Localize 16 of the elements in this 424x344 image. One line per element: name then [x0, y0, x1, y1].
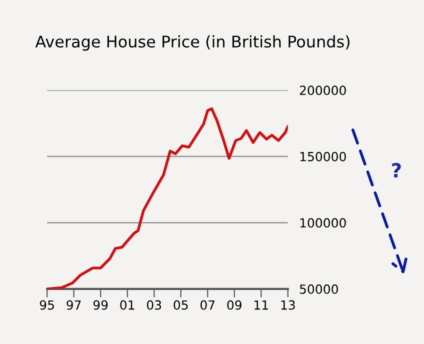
x-tick-label: 99	[93, 300, 108, 310]
x-tick-label: 97	[66, 300, 81, 310]
x-tick-label: 95	[40, 300, 54, 310]
y-tick-label: 100000	[300, 218, 346, 228]
x-tick-label: 13	[281, 300, 295, 310]
x-tick-label: 01	[120, 300, 134, 310]
x-tick-label: 03	[146, 300, 162, 310]
y-tick-label: 150000	[300, 152, 346, 162]
x-tick-label: 05	[174, 300, 188, 310]
x-tick-label: 09	[227, 300, 242, 310]
chart-title: Average House Price (in British Pounds)	[35, 35, 350, 51]
x-tick-label: 07	[200, 300, 215, 310]
x-tick-label: 11	[254, 300, 268, 310]
y-tick-label: 50000	[300, 284, 338, 294]
text: ?	[392, 162, 401, 178]
y-tick-label: 200000	[300, 86, 346, 96]
